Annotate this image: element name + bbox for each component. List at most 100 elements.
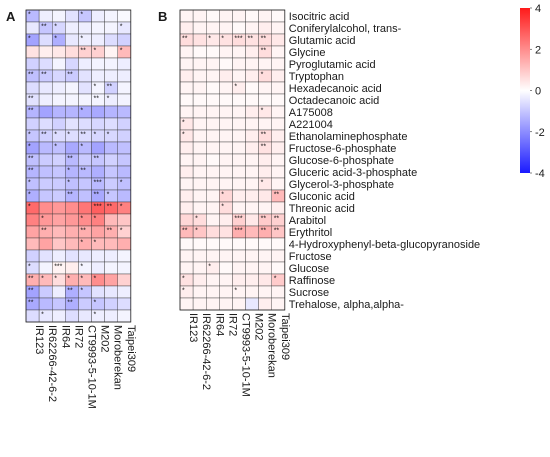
significance-mark: * xyxy=(28,192,31,199)
heatmap-b-cell xyxy=(258,165,272,179)
legend-tick-label: -2 xyxy=(535,127,545,139)
heatmap-a-cell xyxy=(78,93,92,107)
significance-mark: ** xyxy=(67,72,73,79)
heatmap-b-cell xyxy=(219,165,233,179)
heatmap-b-cell xyxy=(219,177,233,191)
significance-mark: * xyxy=(182,132,185,139)
heatmap-b-cell xyxy=(192,297,207,311)
heatmap-a-cell xyxy=(104,45,118,59)
column-label-a: Taipei309 xyxy=(125,325,137,372)
heatmap-b-cell xyxy=(258,93,272,107)
significance-mark: ** xyxy=(182,228,188,235)
significance-mark: ** xyxy=(261,132,267,139)
heatmap-a-cell xyxy=(78,153,92,167)
heatmap-b-cell xyxy=(192,249,207,263)
heatmap-a-cell xyxy=(117,141,131,155)
heatmap-b-cell xyxy=(205,237,220,251)
heatmap-a-cell xyxy=(104,165,118,179)
significance-mark: * xyxy=(28,180,31,187)
row-label: A221004 xyxy=(289,119,333,131)
heatmap-b-cell xyxy=(258,249,272,263)
heatmap-a-cell xyxy=(52,189,66,203)
heatmap-b-cell xyxy=(205,105,220,119)
heatmap-b-cell xyxy=(205,201,220,215)
heatmap-a-cell xyxy=(38,297,53,311)
heatmap-b-cell xyxy=(245,213,259,227)
heatmap-b-cell xyxy=(219,225,233,239)
heatmap-b-cell xyxy=(232,69,246,83)
heatmap-b-cell xyxy=(219,9,233,23)
heatmap-b-cell xyxy=(258,57,272,71)
heatmap-b-cell xyxy=(179,213,194,227)
heatmap-b-cell xyxy=(205,81,220,95)
heatmap-a-cell xyxy=(78,249,92,263)
heatmap-b-cell xyxy=(271,81,286,95)
heatmap-a-cell xyxy=(117,309,131,323)
heatmap-a-cell xyxy=(52,81,66,95)
heatmap-a-cell xyxy=(52,57,66,71)
heatmap-b-cell xyxy=(192,189,207,203)
heatmap-b-cell xyxy=(232,105,246,119)
heatmap-a-cell xyxy=(65,45,79,59)
heatmap-a-cell xyxy=(38,201,53,215)
significance-mark: * xyxy=(28,144,31,151)
heatmap-a-cell xyxy=(117,33,131,47)
heatmap-b-cell xyxy=(205,21,220,35)
heatmap-a-cell xyxy=(25,213,40,227)
heatmap-b-cell xyxy=(258,117,272,131)
significance-mark: * xyxy=(80,276,83,283)
heatmap-a-cell xyxy=(117,93,131,107)
heatmap-b-cell xyxy=(192,129,207,143)
significance-mark: ** xyxy=(28,288,34,295)
heatmap-a-cell xyxy=(38,153,53,167)
heatmap-a-cell xyxy=(78,21,92,35)
significance-mark: * xyxy=(94,276,97,283)
heatmap-a-cell xyxy=(38,165,53,179)
heatmap-b-cell xyxy=(192,285,207,299)
significance-mark: ** xyxy=(107,84,113,91)
heatmap-a-cell xyxy=(104,9,118,23)
significance-mark: ** xyxy=(41,132,47,139)
heatmap-a-cell xyxy=(65,105,79,119)
heatmap-b-cell xyxy=(219,285,233,299)
heatmap-b-cell xyxy=(232,57,246,71)
heatmap-b-cell xyxy=(232,237,246,251)
significance-mark: ** xyxy=(80,48,86,55)
panel-b-letter: B xyxy=(158,9,167,24)
significance-mark: * xyxy=(54,144,57,151)
heatmap-a-cell xyxy=(38,45,53,59)
heatmap-b-cell xyxy=(245,105,259,119)
column-label-b: IR62266-42-6-2 xyxy=(200,313,212,390)
heatmap-a-cell xyxy=(104,285,118,299)
significance-mark: * xyxy=(274,276,277,283)
row-label: Hexadecanoic acid xyxy=(289,83,382,95)
legend-tick-label: 2 xyxy=(535,44,541,56)
significance-mark: * xyxy=(54,24,57,31)
heatmap-b-cell xyxy=(205,249,220,263)
heatmap-a-cell xyxy=(104,177,118,191)
heatmap-b-cell xyxy=(258,237,272,251)
heatmap-a-cell xyxy=(52,93,66,107)
heatmap-b-cell xyxy=(245,225,259,239)
heatmap-b-cell xyxy=(192,93,207,107)
heatmap-b-cell xyxy=(179,9,194,23)
heatmap-a-cell xyxy=(78,117,92,131)
heatmap-a-cell xyxy=(78,57,92,71)
heatmap-b-cell xyxy=(232,9,246,23)
significance-mark: * xyxy=(80,36,83,43)
legend-tick-label: 0 xyxy=(535,86,541,98)
heatmap-a-cell xyxy=(117,297,131,311)
row-label: Glucose xyxy=(289,263,329,275)
significance-mark: ** xyxy=(107,204,113,211)
significance-mark: * xyxy=(261,72,264,79)
heatmap-b-cell xyxy=(192,165,207,179)
significance-mark: * xyxy=(195,216,198,223)
significance-mark: * xyxy=(120,24,123,31)
heatmap-a-cell xyxy=(38,57,53,71)
significance-mark: *** xyxy=(234,36,242,43)
heatmap-a-cell xyxy=(38,105,53,119)
significance-mark: ** xyxy=(41,72,47,79)
row-label: Threonic acid xyxy=(289,203,355,215)
heatmap-a-cell xyxy=(38,9,53,23)
row-label: Glycine xyxy=(289,47,326,59)
